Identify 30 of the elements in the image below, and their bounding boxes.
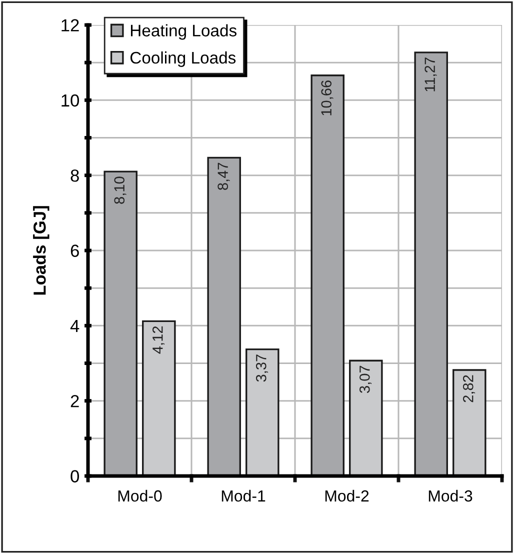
data-label: 10,66	[321, 80, 334, 116]
data-label: 4,12	[152, 326, 165, 354]
y-axis-title: Loads [GJ]	[33, 206, 50, 295]
y-tick-label: 2	[70, 395, 79, 408]
bar	[207, 156, 241, 476]
data-label: 3,07	[359, 366, 372, 393]
data-label: 8,47	[218, 162, 230, 190]
x-tick-label: Mod-0	[118, 490, 162, 502]
y-tick-label: 12	[62, 19, 79, 32]
bar	[452, 369, 486, 476]
y-tick-label: 8	[70, 170, 79, 182]
bar	[414, 52, 448, 476]
x-tick-label: Mod-3	[428, 490, 472, 502]
y-tick-label: 6	[70, 244, 79, 257]
legend-label: Cooling Loads	[130, 51, 236, 67]
data-label: 11,27	[424, 58, 437, 92]
data-label: 2,82	[462, 375, 476, 402]
x-tick-label: Mod-2	[325, 490, 369, 502]
bar	[104, 170, 138, 476]
bar	[310, 74, 344, 476]
bar	[142, 320, 176, 476]
x-tick-label: Mod-1	[222, 490, 266, 502]
y-tick-label: 4	[70, 320, 80, 332]
y-tick-label: 10	[62, 94, 79, 107]
y-tick-label: 0	[70, 470, 79, 482]
legend-label: Heating Loads	[130, 24, 236, 40]
data-label: 8,10	[114, 176, 126, 204]
bar	[349, 360, 383, 476]
data-label: 3,37	[256, 354, 268, 382]
bar	[246, 348, 280, 476]
